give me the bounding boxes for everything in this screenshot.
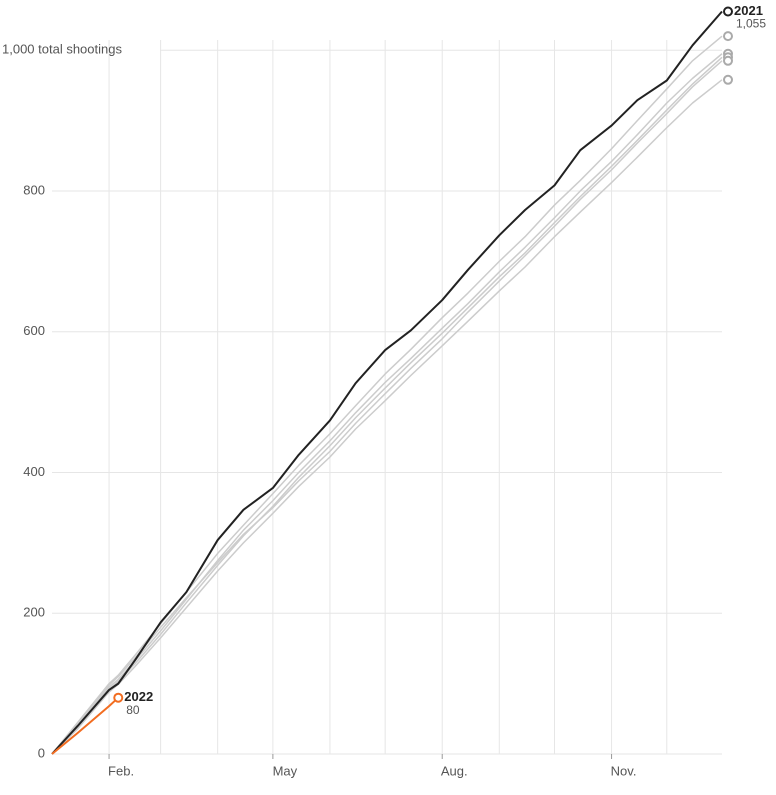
x-tick-label: Aug. <box>441 763 468 778</box>
series-line <box>51 53 723 755</box>
series-label: 2021 <box>734 3 763 18</box>
series-label: 2022 <box>124 689 153 704</box>
y-tick-label: 400 <box>23 464 45 479</box>
y-tick-label: 600 <box>23 323 45 338</box>
y-tick-label: 1,000 total shootings <box>2 42 122 57</box>
y-tick-label: 200 <box>23 605 45 620</box>
end-marker <box>723 6 733 17</box>
series-value-label: 1,055 <box>736 17 766 31</box>
end-marker <box>113 692 124 703</box>
x-tick-label: Nov. <box>611 763 637 778</box>
series-line <box>51 60 723 755</box>
y-tick-label: 800 <box>23 182 45 197</box>
end-marker <box>723 31 733 42</box>
series-value-label: 80 <box>126 703 140 717</box>
x-tick-label: May <box>273 763 298 778</box>
series-line <box>51 79 723 755</box>
series-line <box>51 35 723 755</box>
end-marker <box>723 74 733 85</box>
series-line <box>51 10 723 755</box>
y-tick-label: 0 <box>38 745 45 760</box>
x-tick-label: Feb. <box>108 763 134 778</box>
series-line <box>51 56 723 755</box>
end-marker <box>723 55 733 66</box>
series-line <box>51 696 119 755</box>
